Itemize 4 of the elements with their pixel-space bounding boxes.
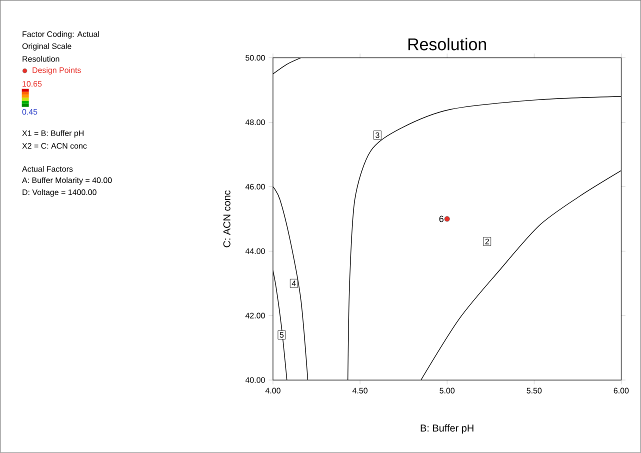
- chart-title: Resolution: [408, 38, 486, 50]
- x-axis-title: B: Buffer pH: [420, 424, 474, 434]
- annotation: 6: [439, 216, 444, 222]
- y-axis-title: C: ACN conc: [223, 190, 230, 248]
